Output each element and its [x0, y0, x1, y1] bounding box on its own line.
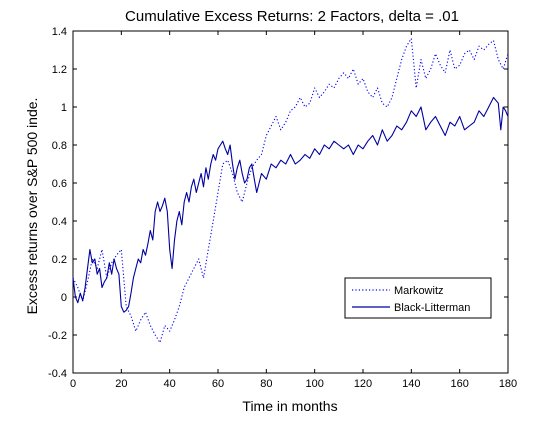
axis-ticks: 0 20 40 60 80 100 120 140 160 180 -0.4 -0.2 0 0.2 0.4 0…	[48, 26, 517, 390]
y-tick-label: 0	[61, 292, 67, 304]
y-tick-label: 1	[61, 102, 67, 114]
y-tick-label: 0.2	[52, 254, 67, 266]
y-tick-label: 0.4	[52, 216, 67, 228]
y-tick-label: 1.4	[52, 26, 67, 38]
plot-area	[72, 30, 509, 374]
x-tick-label: 20	[115, 378, 127, 390]
x-axis-label: Time in months	[242, 398, 337, 414]
x-tick-label: 160	[450, 378, 468, 390]
x-tick-label: 100	[305, 378, 323, 390]
y-tick-label: 0.8	[52, 140, 67, 152]
x-tick-label: 120	[354, 378, 372, 390]
y-axis-label: Excess returns over S&P 500 inde.	[24, 98, 40, 315]
y-tick-label: -0.4	[48, 368, 67, 380]
series-layer	[72, 38, 509, 344]
x-tick-label: 180	[499, 378, 517, 390]
x-tick-label: 140	[402, 378, 420, 390]
y-tick-label: 0.6	[52, 178, 67, 190]
legend-label-markowitz: Markowitz	[394, 285, 444, 297]
x-tick-label: 80	[260, 378, 272, 390]
y-tick-label: 1.2	[52, 64, 67, 76]
x-tick-label: 0	[70, 378, 76, 390]
x-tick-label: 60	[212, 378, 224, 390]
x-tick-label: 40	[164, 378, 176, 390]
legend-box	[344, 277, 492, 319]
y-tick-label: -0.2	[48, 330, 67, 342]
series-line-black-litterman	[72, 96, 509, 313]
legend-label-black-litterman: Black-Litterman	[394, 302, 470, 314]
legend: Markowitz Black-Litterman	[344, 277, 492, 319]
chart-title: Cumulative Excess Returns: 2 Factors, de…	[125, 8, 459, 25]
